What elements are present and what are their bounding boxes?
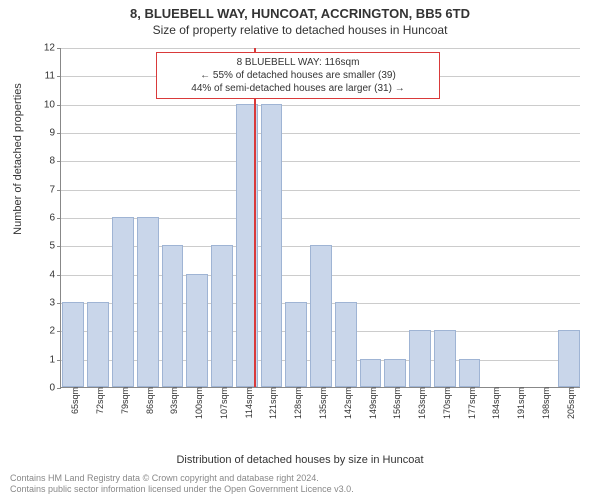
footer-line1: Contains HM Land Registry data © Crown c…: [10, 473, 354, 485]
x-tick: [445, 388, 446, 392]
bar: [186, 274, 208, 387]
gridline: [61, 48, 580, 49]
footer-attribution: Contains HM Land Registry data © Crown c…: [10, 473, 354, 496]
y-tick: [57, 331, 61, 332]
x-tick: [222, 388, 223, 392]
y-tick: [57, 303, 61, 304]
bar: [459, 359, 481, 387]
info-box: 8 BLUEBELL WAY: 116sqm← 55% of detached …: [156, 52, 440, 99]
bar: [62, 302, 84, 387]
gridline: [61, 161, 580, 162]
x-tick: [494, 388, 495, 392]
y-tick: [57, 76, 61, 77]
y-tick: [57, 190, 61, 191]
x-tick: [371, 388, 372, 392]
bar: [558, 330, 580, 387]
title-main: 8, BLUEBELL WAY, HUNCOAT, ACCRINGTON, BB…: [0, 0, 600, 21]
y-tick: [57, 48, 61, 49]
bar: [112, 217, 134, 387]
x-tick: [569, 388, 570, 392]
bar: [409, 330, 431, 387]
footer-line2: Contains public sector information licen…: [10, 484, 354, 496]
bar: [261, 104, 283, 387]
title-sub: Size of property relative to detached ho…: [0, 21, 600, 37]
gridline: [61, 105, 580, 106]
y-tick: [57, 161, 61, 162]
bar: [285, 302, 307, 387]
x-tick: [470, 388, 471, 392]
x-tick: [247, 388, 248, 392]
chart-container: 8, BLUEBELL WAY, HUNCOAT, ACCRINGTON, BB…: [0, 0, 600, 500]
info-box-line: 44% of semi-detached houses are larger (…: [163, 82, 433, 95]
x-tick: [197, 388, 198, 392]
y-tick: [57, 218, 61, 219]
bar: [211, 245, 233, 387]
x-axis-label: Distribution of detached houses by size …: [0, 454, 600, 466]
chart-area: 8 BLUEBELL WAY: 116sqm← 55% of detached …: [60, 48, 580, 418]
x-tick: [172, 388, 173, 392]
bar: [335, 302, 357, 387]
y-tick: [57, 133, 61, 134]
gridline: [61, 133, 580, 134]
x-tick: [148, 388, 149, 392]
y-tick: [57, 246, 61, 247]
bar: [384, 359, 406, 387]
y-tick: [57, 275, 61, 276]
x-tick: [123, 388, 124, 392]
y-tick: [57, 388, 61, 389]
x-tick: [73, 388, 74, 392]
info-box-line: ← 55% of detached houses are smaller (39…: [163, 69, 433, 82]
bar: [360, 359, 382, 387]
gridline: [61, 190, 580, 191]
x-tick: [519, 388, 520, 392]
x-tick: [296, 388, 297, 392]
bar: [310, 245, 332, 387]
bar: [87, 302, 109, 387]
x-tick: [98, 388, 99, 392]
plot-region: 8 BLUEBELL WAY: 116sqm← 55% of detached …: [60, 48, 580, 388]
x-tick: [395, 388, 396, 392]
y-axis-label: Number of detached properties: [12, 83, 24, 235]
info-box-line: 8 BLUEBELL WAY: 116sqm: [163, 56, 433, 69]
bar: [137, 217, 159, 387]
x-tick: [271, 388, 272, 392]
x-tick: [544, 388, 545, 392]
x-tick: [321, 388, 322, 392]
bar: [162, 245, 184, 387]
x-tick: [420, 388, 421, 392]
y-tick: [57, 105, 61, 106]
x-tick: [346, 388, 347, 392]
y-tick: [57, 360, 61, 361]
bar: [434, 330, 456, 387]
